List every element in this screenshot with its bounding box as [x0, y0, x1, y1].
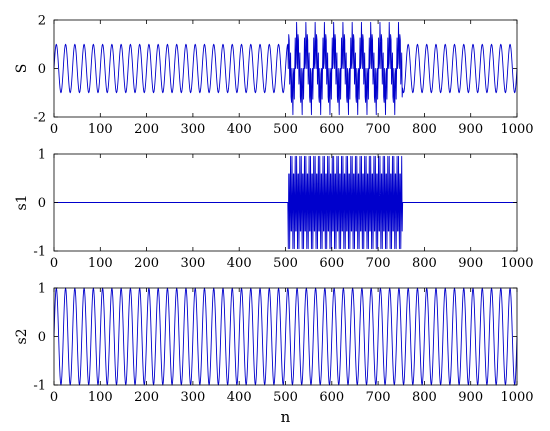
x-tick-label: 500	[273, 122, 298, 137]
x-tick-label: 1000	[500, 122, 533, 137]
x-tick-label: 800	[412, 390, 437, 405]
subplot-2: 0 100 200 300 400 500 600 700 800 900 1000 1 0 -1 s1	[14, 148, 534, 272]
signal-line-2	[54, 155, 517, 250]
x-tick-label: 800	[412, 122, 437, 137]
x-tick-label: 600	[319, 122, 344, 137]
x-tick-label: 700	[366, 390, 391, 405]
x-tick-label: 600	[319, 256, 344, 271]
x-tick-label: 900	[458, 390, 483, 405]
y-axis-label: s2	[14, 328, 30, 344]
x-tick-label: 900	[458, 122, 483, 137]
y-tick-label: 1	[38, 148, 46, 163]
y-axis-label: s1	[14, 194, 30, 210]
x-tick-label: 500	[273, 256, 298, 271]
x-tick-label: 300	[180, 256, 205, 271]
x-tick-label: 400	[227, 390, 252, 405]
x-tick-label: 600	[319, 390, 344, 405]
x-tick-label: 200	[134, 390, 159, 405]
x-tick-label: 400	[227, 122, 252, 137]
x-tick-label: 900	[458, 256, 483, 271]
y-tick-label: -1	[33, 245, 46, 260]
x-tick-label: 700	[366, 256, 391, 271]
y-tick-label: 2	[38, 14, 46, 29]
x-tick-label: 100	[88, 390, 113, 405]
x-tick-label: 100	[88, 256, 113, 271]
y-tick-label: 1	[38, 282, 46, 297]
x-tick-label: 300	[180, 122, 205, 137]
signal-line-3	[53, 287, 518, 386]
x-tick-label: 400	[227, 256, 252, 271]
x-tick-label: 200	[134, 256, 159, 271]
subplot-1: 0 100 200 300 400 500 600 700 800 900 1000 2 0 -2 S	[14, 14, 534, 138]
y-tick-label: -2	[33, 111, 46, 126]
x-tick-label: 200	[134, 122, 159, 137]
y-axis-label: S	[14, 64, 30, 74]
signal-line-1	[53, 21, 518, 116]
x-tick-label: 700	[366, 122, 391, 137]
x-tick-label: 1000	[500, 390, 533, 405]
x-tick-label: 0	[50, 122, 58, 137]
x-tick-label: 1000	[500, 256, 533, 271]
x-tick-label: 300	[180, 390, 205, 405]
x-tick-label: 0	[50, 390, 58, 405]
y-tick-label: 0	[38, 330, 46, 345]
y-tick-label: 0	[38, 196, 46, 211]
x-tick-label: 0	[50, 256, 58, 271]
x-tick-label: 500	[273, 390, 298, 405]
subplot-3: 0 100 200 300 400 500 600 700 800 900 1000 1 0 -1 s2 n	[14, 282, 534, 427]
y-tick-label: 0	[38, 62, 46, 77]
x-tick-label: 800	[412, 256, 437, 271]
y-tick-label: -1	[33, 379, 46, 394]
x-tick-label: 100	[88, 122, 113, 137]
x-axis-label: n	[281, 408, 291, 426]
